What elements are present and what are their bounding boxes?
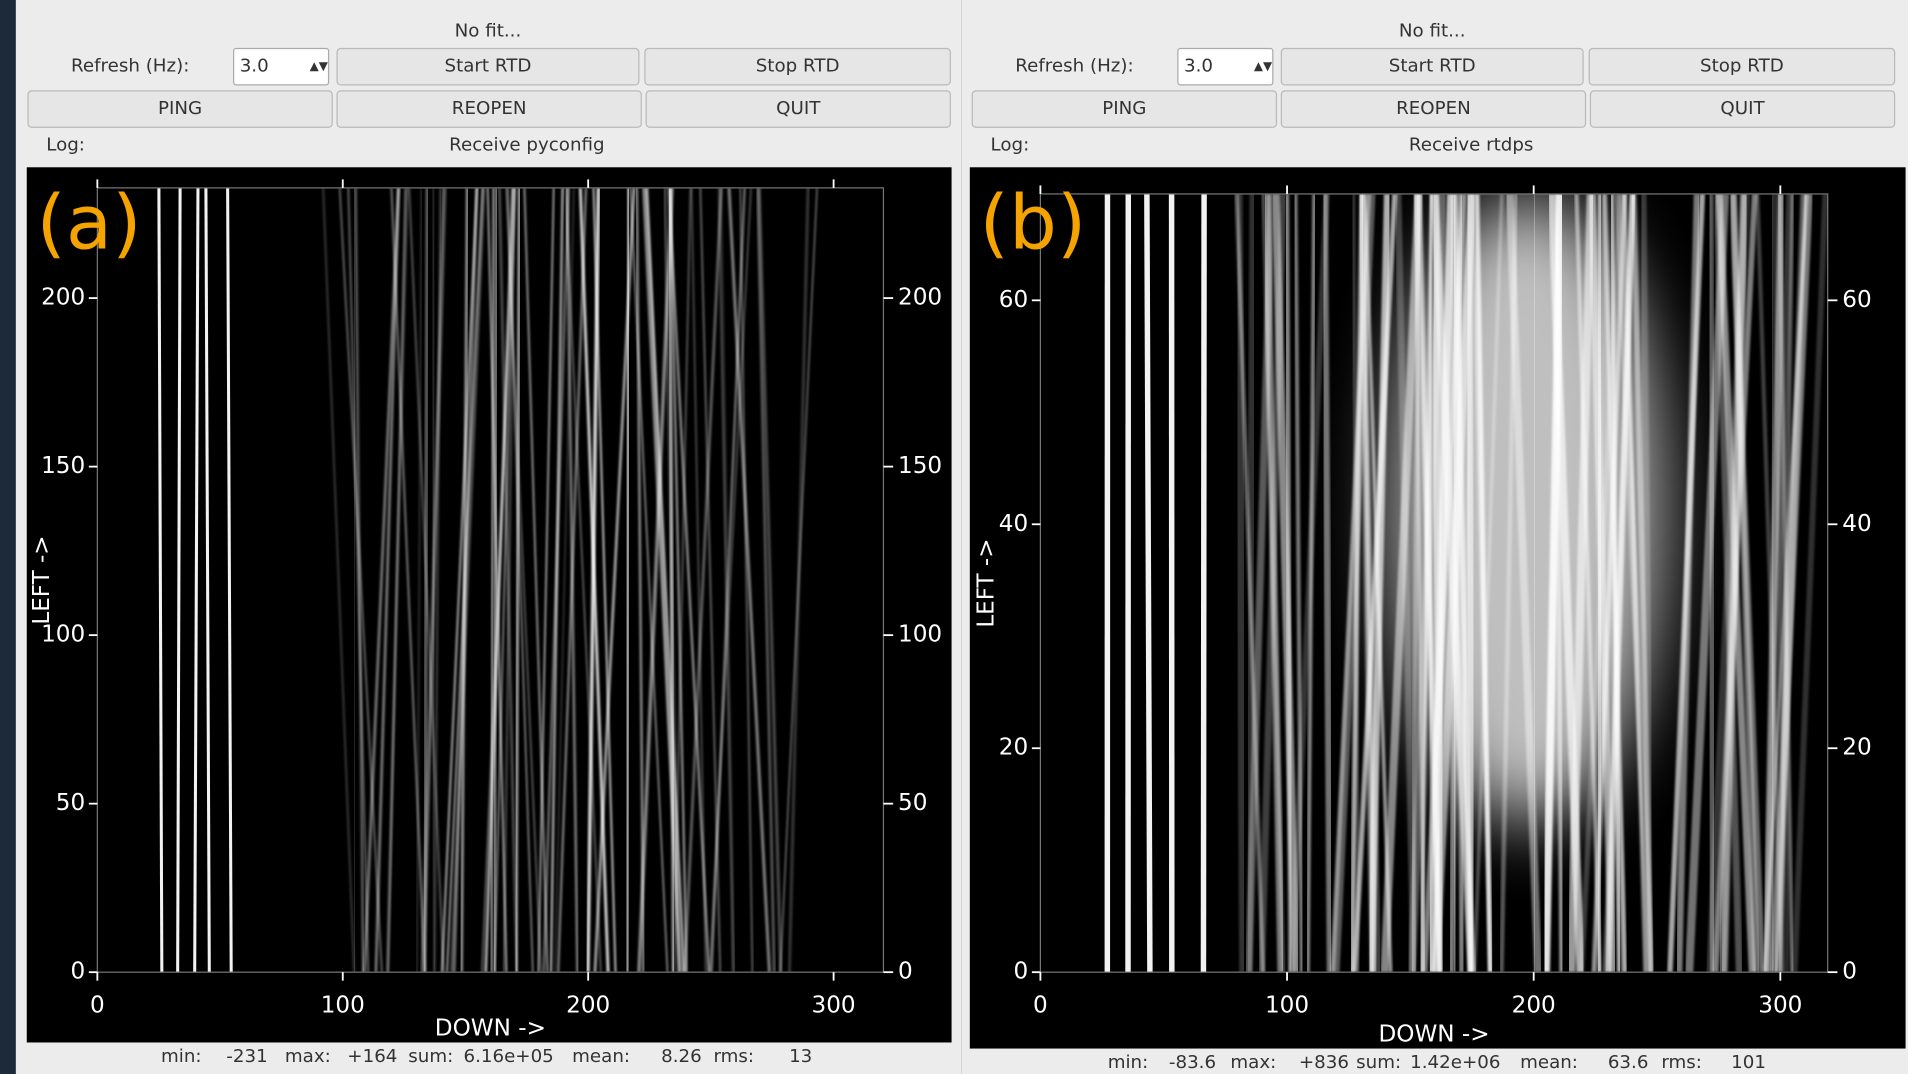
screen: No fit... Refresh (Hz): 3.0 ▴▾ Start RTD Stop… (0, 0, 1908, 1074)
y-axis-label: LEFT -> (29, 535, 55, 624)
y-tick-label-right: 50 (898, 790, 927, 816)
stat-value: +836 (1299, 1052, 1349, 1073)
y-tick-label: 60 (999, 287, 1028, 313)
y-tick-label-right: 150 (898, 453, 942, 479)
button-label: PING (158, 98, 202, 119)
panel-label: (a) (37, 178, 142, 266)
button-label: PING (1102, 98, 1146, 119)
x-tick-label: 300 (1758, 993, 1802, 1019)
y-tick-label-right: 0 (898, 959, 913, 985)
button-label: Stop RTD (1700, 56, 1784, 77)
spin-arrows: ▴▾ (310, 56, 329, 77)
x-tick-label: 0 (1033, 993, 1048, 1019)
stat-label: mean: (1520, 1052, 1578, 1073)
button-label: QUIT (1720, 98, 1765, 119)
stat-label: rms: (1661, 1052, 1702, 1073)
y-tick-label-right: 0 (1842, 959, 1857, 985)
y-axis-label: LEFT -> (973, 538, 999, 627)
stat-label: sum: (408, 1046, 453, 1067)
y-tick-label: 100 (41, 622, 85, 648)
stat-value: 6.16e+05 (463, 1046, 553, 1067)
x-tick-label: 100 (1265, 993, 1309, 1019)
page: No fit... Refresh (Hz): 3.0 ▴▾ Start RTD Stop… (0, 0, 1908, 1074)
refresh-value: 3.0 (1184, 56, 1213, 77)
refresh-value: 3.0 (240, 56, 269, 77)
y-tick-label: 150 (41, 453, 85, 479)
refresh-label: Refresh (Hz): (71, 56, 189, 77)
stat-value: 101 (1731, 1052, 1766, 1073)
y-tick-label: 20 (999, 735, 1028, 761)
y-tick-label-right: 100 (898, 622, 942, 648)
y-tick-label-right: 20 (1842, 735, 1871, 761)
y-tick-label: 200 (41, 285, 85, 311)
x-tick-label: 200 (566, 993, 610, 1019)
log-label: Log: (46, 134, 85, 155)
refresh-label: Refresh (Hz): (1015, 56, 1133, 77)
y-tick-label: 0 (1014, 959, 1029, 985)
y-tick-label: 0 (70, 959, 85, 985)
log-message: Receive rtdps (1409, 134, 1534, 155)
stat-value: 63.6 (1608, 1052, 1649, 1073)
y-tick-label: 40 (999, 511, 1028, 537)
streak (1147, 194, 1150, 972)
y-tick-label: 50 (56, 790, 85, 816)
x-tick-label: 200 (1512, 993, 1556, 1019)
log-message: Receive pyconfig (449, 134, 604, 155)
button-label: REOPEN (452, 98, 527, 119)
y-tick-label-right: 40 (1842, 511, 1871, 537)
log-label: Log: (991, 134, 1030, 155)
stat-label: mean: (572, 1046, 630, 1067)
stat-label: rms: (713, 1046, 754, 1067)
x-axis-label: DOWN -> (435, 1016, 546, 1042)
button-label: Start RTD (445, 56, 532, 77)
stat-label: min: (161, 1046, 202, 1067)
button-label: Stop RTD (756, 56, 840, 77)
button-label: QUIT (776, 98, 821, 119)
streak (1238, 194, 1243, 972)
x-tick-label: 100 (321, 993, 365, 1019)
stat-label: max: (1230, 1052, 1276, 1073)
stat-label: min: (1108, 1052, 1149, 1073)
x-axis-label: DOWN -> (1378, 1022, 1489, 1048)
stat-value: 13 (789, 1046, 812, 1067)
x-tick-label: 300 (812, 993, 856, 1019)
streak (1203, 194, 1204, 972)
button-label: REOPEN (1396, 98, 1471, 119)
button-label: Start RTD (1389, 56, 1476, 77)
plot-background (27, 167, 952, 1042)
y-tick-label-right: 60 (1842, 287, 1871, 313)
stat-value: +164 (347, 1046, 397, 1067)
stat-value: 8.26 (661, 1046, 702, 1067)
stat-value: 1.42e+06 (1410, 1052, 1500, 1073)
spin-arrows: ▴▾ (1254, 56, 1273, 77)
fit-status: No fit... (1399, 21, 1466, 42)
stat-value: -83.6 (1169, 1052, 1216, 1073)
streak (1454, 194, 1455, 972)
stat-value: -231 (226, 1046, 267, 1067)
panel-label: (b) (980, 178, 1087, 266)
y-tick-label-right: 200 (898, 285, 942, 311)
fit-status: No fit... (455, 21, 522, 42)
stat-label: sum: (1356, 1052, 1401, 1073)
x-tick-label: 0 (90, 993, 105, 1019)
stat-label: max: (285, 1046, 331, 1067)
